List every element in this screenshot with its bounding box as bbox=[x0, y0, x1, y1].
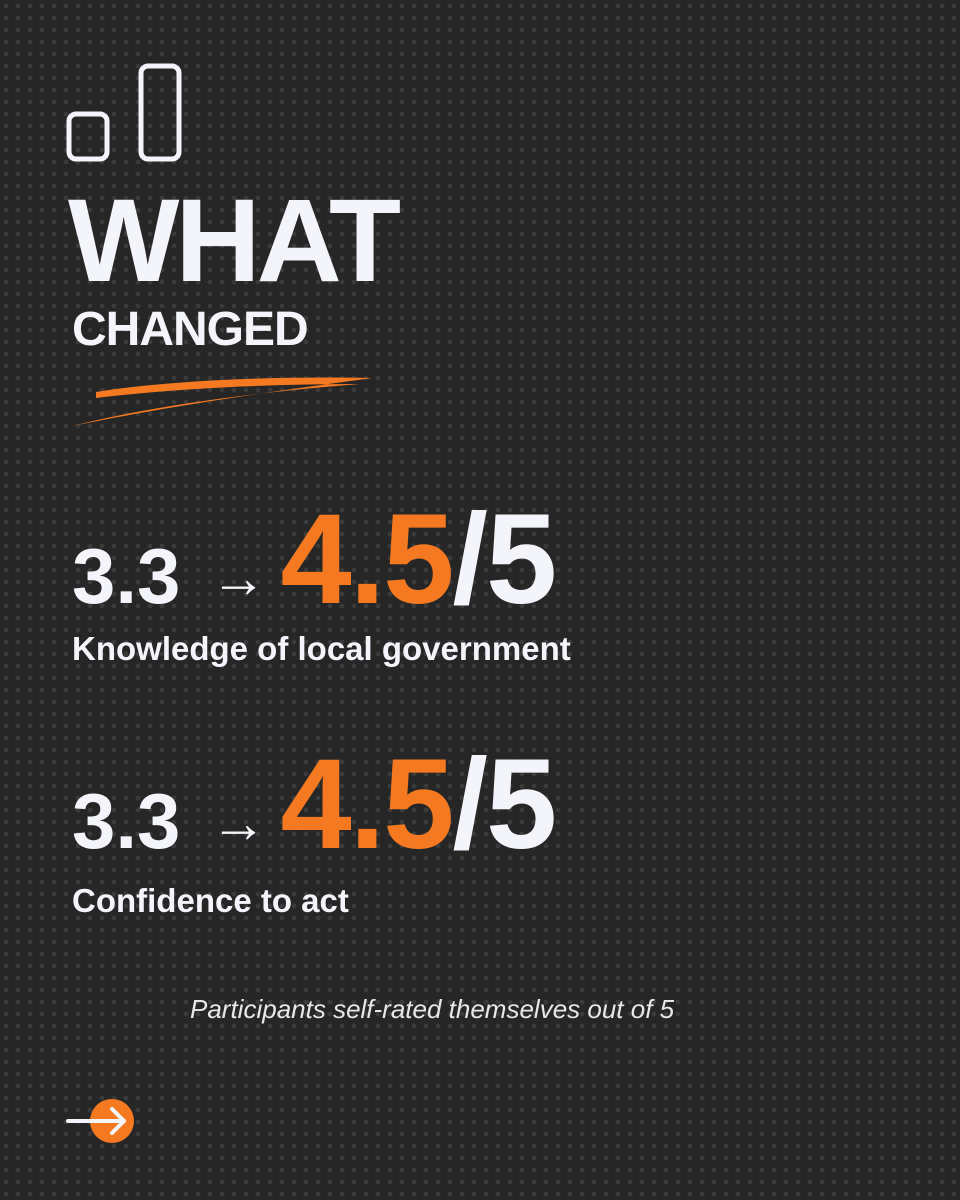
stat-from: 3.3 bbox=[72, 777, 181, 865]
icon-bar-tall bbox=[138, 63, 182, 162]
stat-out-of: /5 bbox=[452, 733, 557, 876]
stat-out-of: /5 bbox=[452, 488, 557, 631]
stat-row: 3.3 → 4.5 /5 bbox=[72, 488, 557, 631]
next-arrow[interactable] bbox=[66, 1107, 126, 1135]
title-line1: WHAT bbox=[68, 175, 401, 307]
stat-to: 4.5 bbox=[280, 488, 454, 631]
stat-to: 4.5 bbox=[280, 733, 454, 876]
stat-row: 3.3 → 4.5 /5 bbox=[72, 733, 557, 876]
stat-label: Confidence to act bbox=[72, 882, 349, 919]
stat-label: Knowledge of local government bbox=[72, 630, 571, 667]
icon-bar-short bbox=[66, 111, 110, 162]
stat-from: 3.3 bbox=[72, 532, 181, 620]
underline-swoosh bbox=[72, 377, 372, 426]
stat-arrow: → bbox=[210, 791, 267, 854]
title-line2: CHANGED bbox=[72, 303, 309, 356]
footnote: Participants self-rated themselves out o… bbox=[190, 994, 675, 1024]
stat-arrow: → bbox=[210, 546, 267, 609]
